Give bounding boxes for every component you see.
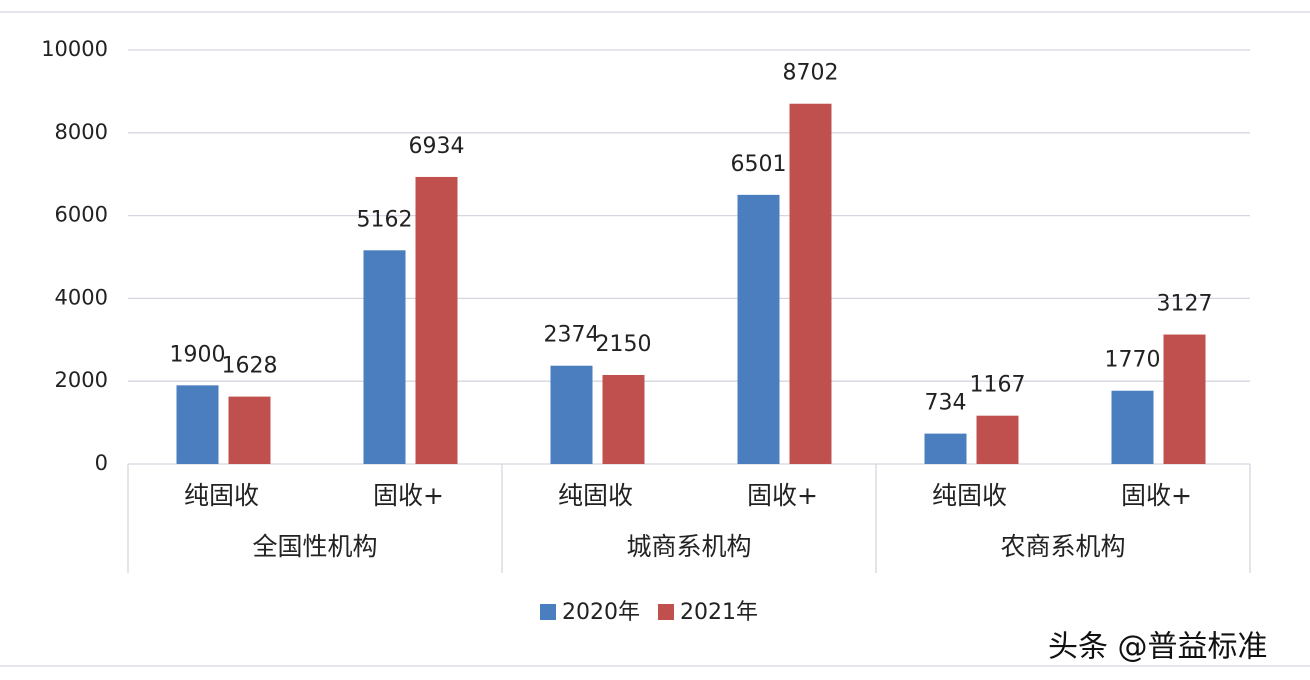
bar	[789, 103, 832, 465]
bar	[924, 433, 967, 464]
group-label: 农商系机构	[1000, 532, 1125, 561]
group-label: 全国性机构	[252, 532, 377, 561]
value-label: 3127	[1157, 292, 1213, 317]
y-tick-label: 2000	[55, 368, 108, 392]
watermark: 头条 @普益标准	[1048, 630, 1268, 665]
x-tick-label: 纯固收	[932, 481, 1007, 510]
x-tick-label: 纯固收	[558, 481, 633, 510]
y-tick-label: 6000	[55, 203, 108, 227]
bar	[602, 374, 645, 464]
bar	[415, 176, 458, 464]
group-label: 城商系机构	[626, 532, 751, 561]
bar	[363, 250, 406, 464]
bar	[176, 385, 219, 464]
legend-label: 2021年	[680, 600, 758, 625]
value-label: 2374	[544, 323, 600, 348]
bar	[550, 365, 593, 464]
y-tick-label: 0	[95, 451, 108, 475]
y-tick-label: 10000	[41, 37, 108, 61]
x-tick-label: 固收+	[1121, 481, 1192, 510]
bar	[1111, 390, 1154, 464]
bar	[976, 415, 1019, 464]
legend-swatch	[540, 604, 556, 620]
value-label: 8702	[783, 61, 839, 86]
bar	[228, 396, 271, 464]
value-label: 2150	[596, 332, 652, 357]
legend-label: 2020年	[562, 600, 640, 625]
legend-swatch	[658, 604, 674, 620]
x-tick-label: 纯固收	[184, 481, 259, 510]
value-label: 5162	[357, 207, 413, 232]
value-label: 6501	[731, 152, 787, 177]
value-label: 734	[925, 391, 967, 416]
value-label: 1900	[170, 342, 226, 367]
value-label: 1167	[970, 373, 1026, 398]
x-tick-label: 固收+	[747, 481, 818, 510]
value-label: 1628	[222, 354, 278, 379]
y-tick-label: 4000	[55, 285, 108, 309]
bar	[1163, 334, 1206, 464]
y-tick-label: 8000	[55, 120, 108, 144]
x-tick-label: 固收+	[373, 481, 444, 510]
value-label: 6934	[409, 134, 465, 159]
bar	[737, 194, 780, 465]
value-label: 1770	[1105, 348, 1161, 373]
